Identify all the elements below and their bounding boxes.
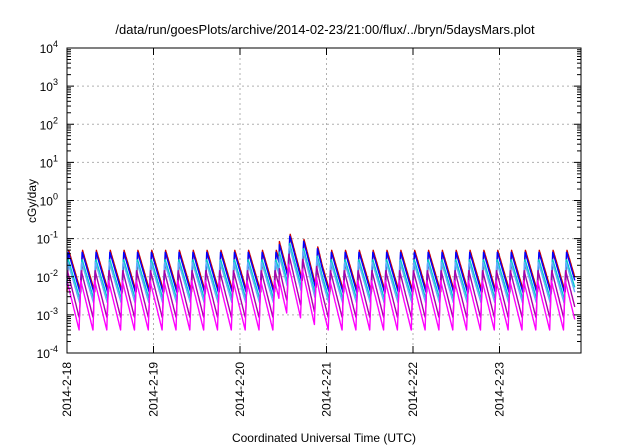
y-tick-label: 103 [40,77,58,94]
y-tick-label: 104 [40,39,58,56]
data-series [66,233,576,331]
series-line-2 [66,242,576,300]
series-line-1 [66,235,576,295]
axis-ticks [66,47,581,354]
y-axis-label: cGy/day [25,179,39,223]
x-tick-label: 2014-2-18 [60,362,74,417]
y-tick-label: 10-1 [37,230,58,247]
y-tick-label: 10-2 [37,268,58,285]
y-tick-label: 10-4 [37,344,58,361]
y-tick-label: 101 [40,153,58,170]
x-tick-labels: 2014-2-18 2014-2-19 2014-2-20 2014-2-21 2014… [60,362,507,417]
y-tick-label: 102 [40,115,58,132]
series-line-4 [66,253,576,318]
x-tick-label: 2014-2-23 [493,362,507,417]
grid-lines [67,48,581,353]
x-axis-label: Coordinated Universal Time (UTC) [232,431,416,445]
y-tick-label: 10-3 [37,306,58,323]
series-line-3 [66,245,576,304]
x-tick-label: 2014-2-19 [147,362,161,417]
y-tick-labels: 104 103 102 101 100 10-1 10-2 10-3 10-4 [37,39,58,361]
chart-title: /data/run/goesPlots/archive/2014-02-23/2… [115,22,535,37]
series-line-5 [66,263,576,331]
y-tick-label: 100 [40,192,58,209]
x-tick-label: 2014-2-22 [406,362,420,417]
x-tick-label: 2014-2-21 [320,362,334,417]
x-tick-label: 2014-2-20 [233,362,247,417]
